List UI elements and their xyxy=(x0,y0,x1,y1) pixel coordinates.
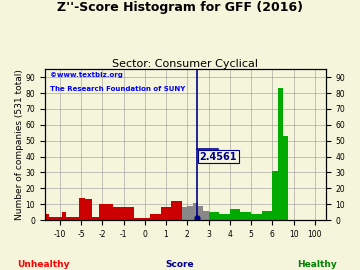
Bar xyxy=(161,207,171,220)
Bar xyxy=(99,204,113,220)
Bar xyxy=(66,217,70,220)
Text: Unhealthy: Unhealthy xyxy=(17,260,69,269)
Bar xyxy=(283,136,288,220)
Bar xyxy=(187,206,193,220)
Bar xyxy=(251,214,262,220)
Bar xyxy=(49,217,62,220)
Bar xyxy=(92,217,99,220)
Bar xyxy=(79,198,85,220)
Bar xyxy=(240,212,251,220)
Bar xyxy=(182,207,187,220)
Bar xyxy=(278,88,283,220)
Bar xyxy=(203,211,208,220)
Bar xyxy=(262,211,273,220)
Bar xyxy=(171,201,182,220)
Bar xyxy=(85,200,92,220)
Bar xyxy=(230,209,240,220)
Text: 2.4561: 2.4561 xyxy=(199,152,237,162)
Bar xyxy=(150,214,161,220)
Text: The Research Foundation of SUNY: The Research Foundation of SUNY xyxy=(50,86,186,92)
Bar xyxy=(75,217,79,220)
Bar xyxy=(28,214,49,220)
Y-axis label: Number of companies (531 total): Number of companies (531 total) xyxy=(15,69,24,220)
Text: Healthy: Healthy xyxy=(297,260,337,269)
Text: Z''-Score Histogram for GFF (2016): Z''-Score Histogram for GFF (2016) xyxy=(57,1,303,14)
Bar xyxy=(208,212,219,220)
Title: Sector: Consumer Cyclical: Sector: Consumer Cyclical xyxy=(112,59,258,69)
Bar xyxy=(113,207,134,220)
Bar xyxy=(134,218,150,220)
Bar xyxy=(62,212,66,220)
Bar xyxy=(273,171,278,220)
Text: Score: Score xyxy=(166,260,194,269)
Bar xyxy=(198,206,203,220)
Bar xyxy=(70,217,75,220)
Bar xyxy=(219,214,230,220)
Text: ©www.textbiz.org: ©www.textbiz.org xyxy=(50,72,123,78)
Bar xyxy=(193,202,198,220)
